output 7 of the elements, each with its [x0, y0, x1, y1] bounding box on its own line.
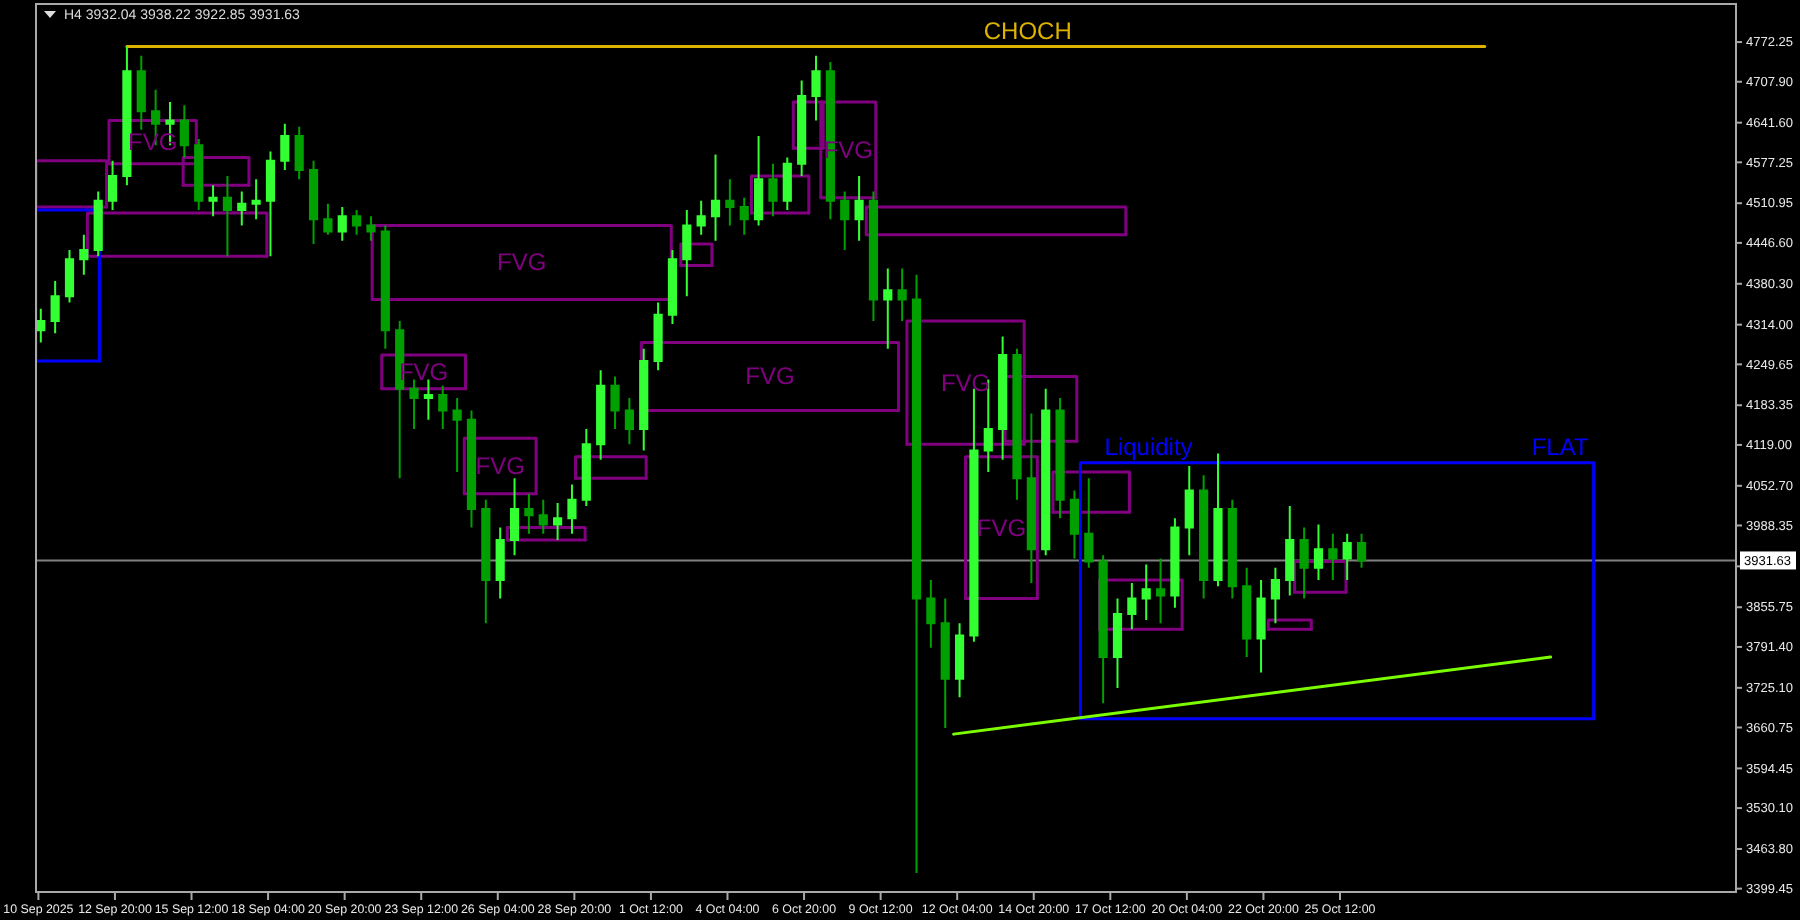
series-label: FVG — [745, 362, 795, 391]
annotation: FLAT — [1531, 432, 1590, 461]
annotation: Liquidity — [1104, 432, 1193, 461]
series-label: FVG — [940, 368, 991, 397]
series-label: FVG — [497, 248, 547, 277]
annotation: CHOCH — [983, 16, 1072, 45]
series-label: FVG — [475, 451, 525, 480]
